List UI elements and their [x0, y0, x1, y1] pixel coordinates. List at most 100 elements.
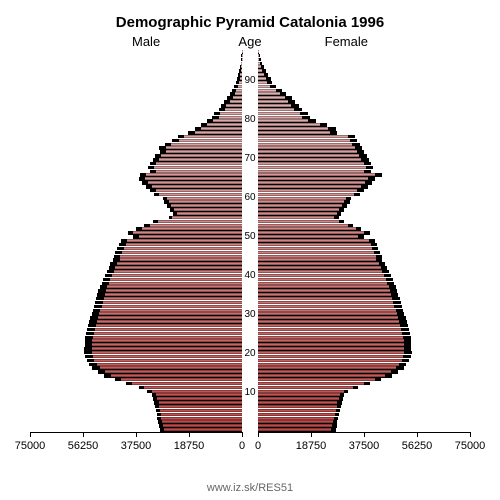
female-bar [258, 239, 470, 243]
female-bar [258, 424, 470, 428]
male-bar [30, 266, 242, 270]
male-bar [30, 366, 242, 370]
source-text: www.iz.sk/RES51 [0, 482, 500, 494]
male-bar [30, 336, 242, 340]
male-bar [30, 409, 242, 413]
female-bar [258, 92, 470, 96]
male-bar [30, 112, 242, 116]
female-bar [258, 393, 470, 397]
female-bar [258, 366, 470, 370]
male-bar [30, 77, 242, 81]
female-bar [258, 54, 470, 58]
male-bar [30, 189, 242, 193]
male-bar [30, 235, 242, 239]
male-bar [30, 200, 242, 204]
male-bar [30, 123, 242, 127]
female-bar [258, 251, 470, 255]
female-bar [258, 139, 470, 143]
age-tick-label: 60 [242, 193, 258, 203]
female-bar [258, 378, 470, 382]
male-bar [30, 208, 242, 212]
female-bar [258, 173, 470, 177]
female-bar [258, 282, 470, 286]
pyramid-chart: 102030405060708090 [30, 50, 470, 432]
male-bar [30, 193, 242, 197]
female-bar [258, 270, 470, 274]
female-bar [258, 177, 470, 181]
male-bar [30, 278, 242, 282]
male-bar [30, 85, 242, 89]
female-bar [258, 359, 470, 363]
male-bar [30, 420, 242, 424]
x-tick [83, 432, 84, 437]
female-bar [258, 62, 470, 66]
female-bar [258, 204, 470, 208]
female-bar [258, 409, 470, 413]
x-tick [311, 432, 312, 437]
male-bar [30, 363, 242, 367]
female-bar [258, 170, 470, 174]
x-tick-label: 18750 [296, 440, 327, 452]
female-bar [258, 162, 470, 166]
female-bar [258, 401, 470, 405]
age-tick-label: 20 [242, 349, 258, 359]
female-bar [258, 332, 470, 336]
female-bar [258, 289, 470, 293]
male-bar [30, 251, 242, 255]
male-bar [30, 370, 242, 374]
male-bar [30, 413, 242, 417]
x-tick-label: 75000 [15, 440, 46, 452]
female-bar [258, 104, 470, 108]
female-bar [258, 316, 470, 320]
male-bar [30, 166, 242, 170]
female-bar [258, 181, 470, 185]
male-bar [30, 320, 242, 324]
x-tick [417, 432, 418, 437]
female-bar [258, 100, 470, 104]
female-bar [258, 119, 470, 123]
female-bar [258, 123, 470, 127]
female-bar [258, 258, 470, 262]
male-bar [30, 108, 242, 112]
male-bar [30, 293, 242, 297]
male-bar [30, 50, 242, 54]
age-tick-label: 90 [242, 76, 258, 86]
male-bar [30, 386, 242, 390]
female-bar [258, 146, 470, 150]
x-tick [470, 432, 471, 437]
female-bar [258, 324, 470, 328]
male-bar [30, 227, 242, 231]
male-bar [30, 162, 242, 166]
female-bar [258, 293, 470, 297]
female-bar [258, 200, 470, 204]
female-bar [258, 193, 470, 197]
female-bar [258, 69, 470, 73]
male-bar [30, 343, 242, 347]
male-bar [30, 401, 242, 405]
female-bar [258, 81, 470, 85]
male-bar [30, 197, 242, 201]
male-bar [30, 96, 242, 100]
female-bar [258, 297, 470, 301]
female-bar [258, 309, 470, 313]
female-bar [258, 386, 470, 390]
male-bar [30, 65, 242, 69]
female-bar [258, 224, 470, 228]
male-bar [30, 224, 242, 228]
male-bar [30, 239, 242, 243]
female-bar [258, 301, 470, 305]
female-bar [258, 347, 470, 351]
male-bar [30, 73, 242, 77]
male-bar [30, 185, 242, 189]
male-bar [30, 258, 242, 262]
male-bar [30, 81, 242, 85]
male-bar [30, 243, 242, 247]
male-bar [30, 424, 242, 428]
male-bar [30, 104, 242, 108]
female-bar [258, 343, 470, 347]
female-bar [258, 197, 470, 201]
female-bar [258, 227, 470, 231]
male-bar [30, 177, 242, 181]
x-tick-label: 75000 [455, 440, 486, 452]
male-bar [30, 92, 242, 96]
